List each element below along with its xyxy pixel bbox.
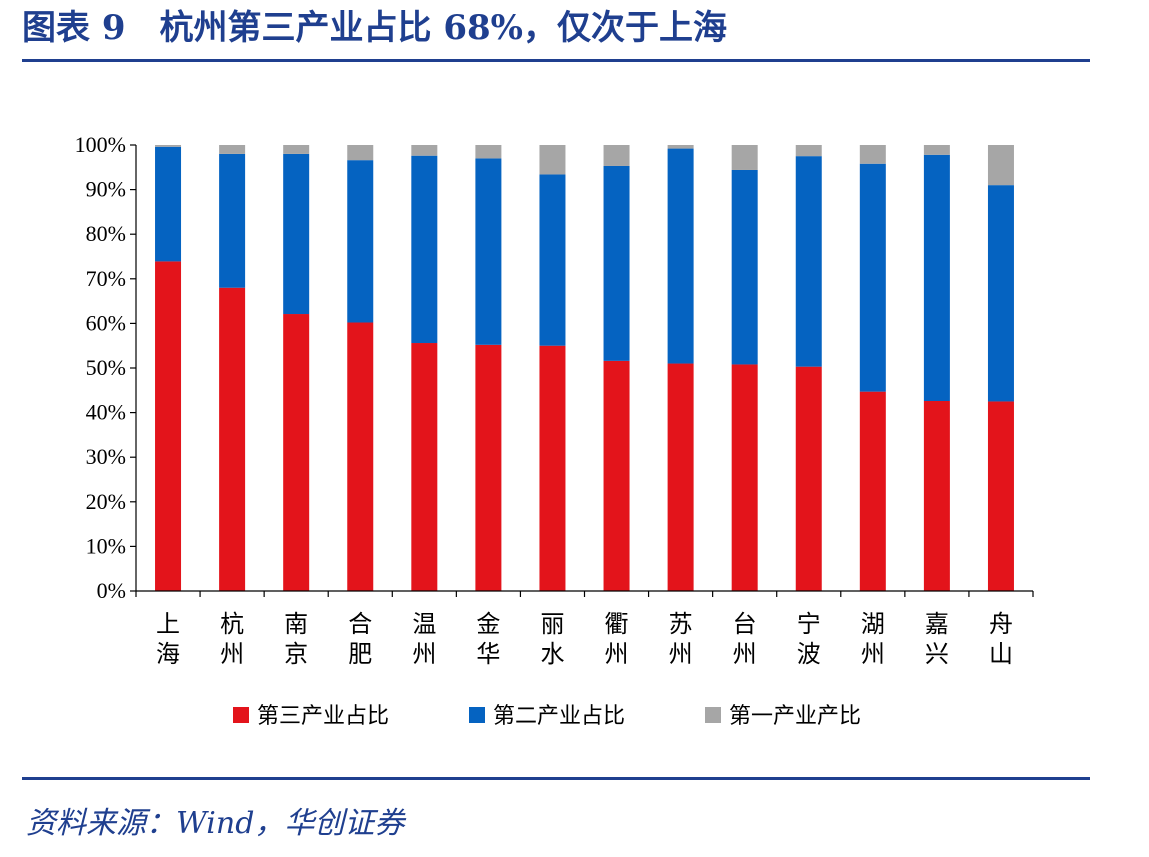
bar-series0-8 <box>667 363 694 591</box>
x-category-label: 湖州 <box>861 610 885 668</box>
x-category-label: 宁波 <box>797 610 821 668</box>
bar-series1-3 <box>347 160 374 323</box>
bar-series1-10 <box>795 156 822 367</box>
bar-series2-13 <box>987 145 1014 186</box>
bar-series2-1 <box>219 145 246 154</box>
bar-series0-10 <box>795 366 822 591</box>
bar-series1-2 <box>283 153 310 315</box>
bar-series1-6 <box>539 174 566 346</box>
y-tick-label: 80% <box>86 221 126 246</box>
y-tick-label: 30% <box>86 444 126 469</box>
bar-series0-4 <box>411 343 438 591</box>
bar-series1-7 <box>603 165 630 361</box>
bar-series2-7 <box>603 145 630 166</box>
bar-series1-1 <box>219 153 246 288</box>
legend-label: 第二产业占比 <box>493 704 625 729</box>
bar-series0-0 <box>155 261 182 591</box>
x-category-label: 嘉兴 <box>925 610 949 668</box>
x-category-label: 金华 <box>476 610 500 668</box>
legend-label: 第三产业占比 <box>257 704 389 729</box>
bar-series0-6 <box>539 345 566 591</box>
bar-series2-0 <box>155 145 182 147</box>
bar-series1-12 <box>923 154 950 401</box>
legend-swatch <box>469 707 485 723</box>
y-tick-label: 20% <box>86 489 126 514</box>
y-tick-label: 40% <box>86 400 126 425</box>
x-category-label: 上海 <box>156 610 180 668</box>
x-category-label: 合肥 <box>348 610 372 668</box>
bar-series2-9 <box>731 145 758 170</box>
x-category-label: 苏州 <box>669 610 693 668</box>
bar-series2-6 <box>539 145 566 175</box>
bar-series0-11 <box>859 391 886 591</box>
bar-series1-11 <box>859 163 886 392</box>
y-tick-label: 0% <box>97 578 126 603</box>
y-tick-label: 60% <box>86 310 126 335</box>
bar-series0-3 <box>347 322 374 591</box>
bar-group <box>155 145 1014 591</box>
bar-series2-12 <box>923 145 950 155</box>
bar-series1-5 <box>475 158 502 345</box>
bar-series2-11 <box>859 145 886 164</box>
x-category-label: 杭州 <box>220 610 244 668</box>
y-tick-label: 90% <box>86 177 126 202</box>
axes <box>130 144 1034 597</box>
bar-series2-4 <box>411 145 438 156</box>
legend-label: 第一产业产比 <box>729 704 861 729</box>
y-tick-label: 50% <box>86 355 126 380</box>
bar-series2-10 <box>795 145 822 157</box>
bar-series2-5 <box>475 145 502 159</box>
page-title: 图表 9 杭州第三产业占比 68%，仅次于上海 <box>22 8 727 48</box>
bar-series0-7 <box>603 360 630 591</box>
legend: 第三产业占比 第二产业占比 第一产业产比 <box>233 704 861 729</box>
bar-series0-12 <box>923 401 950 591</box>
y-tick-label: 70% <box>86 266 126 291</box>
bar-series0-2 <box>283 314 310 591</box>
bar-series0-1 <box>219 287 246 591</box>
bar-series1-13 <box>987 185 1014 402</box>
x-category-label: 南京 <box>284 610 308 668</box>
x-category-label: 舟山 <box>989 610 1013 668</box>
x-category-label: 台州 <box>733 610 757 668</box>
legend-swatch <box>233 707 249 723</box>
x-category-label: 丽水 <box>540 610 564 668</box>
stacked-bar-chart: 0% 10% 20% 30% 40% 50% 60% 70% 80% 90% 100% 上海杭州南京… <box>75 132 1034 729</box>
y-tick-labels: 0% 10% 20% 30% 40% 50% 60% 70% 80% 90% 100% <box>75 132 126 603</box>
x-category-label: 温州 <box>412 610 436 668</box>
bar-series0-5 <box>475 344 502 591</box>
bar-series2-3 <box>347 145 374 161</box>
bar-series1-8 <box>667 148 694 364</box>
bar-series0-13 <box>987 401 1014 591</box>
bar-series1-0 <box>155 146 182 262</box>
bar-series0-9 <box>731 364 758 591</box>
bar-series2-2 <box>283 145 310 154</box>
legend-swatch <box>705 707 721 723</box>
bar-series2-8 <box>667 145 694 149</box>
source-note: 资料来源：Wind，华创证券 <box>26 806 405 841</box>
bar-series1-4 <box>411 155 438 344</box>
y-tick-label: 100% <box>75 132 126 157</box>
footer-divider <box>22 777 1090 780</box>
x-category-label: 衢州 <box>605 610 629 668</box>
bar-series1-9 <box>731 169 758 365</box>
y-tick-label: 10% <box>86 533 126 558</box>
title-divider <box>22 59 1090 62</box>
